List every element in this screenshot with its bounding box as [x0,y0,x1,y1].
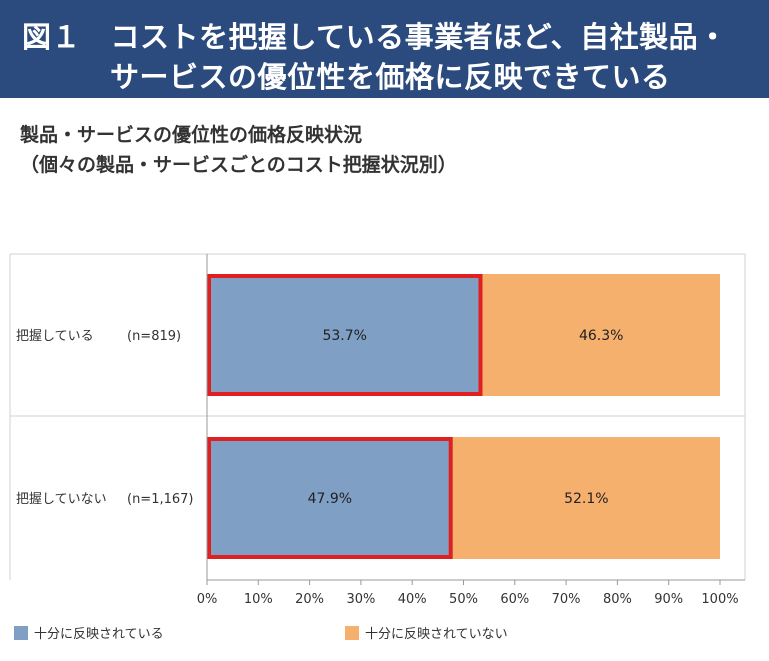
data-label-not-reflected-0: 46.3% [579,328,623,344]
x-tick-label-0: 0% [197,592,218,607]
data-label-reflected-0: 53.7% [322,328,366,344]
legend-item-not-reflected: 十分に反映されていない [345,623,508,642]
x-tick-label-10: 100% [701,592,738,607]
category-label-1: 把握していない [16,492,107,507]
bar-reflected-0 [207,274,483,396]
bar-reflected-1 [207,437,453,559]
highlight-box-1 [207,437,453,559]
x-tick-label-2: 20% [295,592,324,607]
sample-size-label-1: (n=1,167) [127,492,194,507]
figure-title-line2: サービスの優位性を価格に反映できている [110,60,671,94]
legend-swatch-not-reflected [345,625,359,640]
legend-label-reflected: 十分に反映されている [34,627,164,642]
x-tick-label-7: 70% [552,592,581,607]
x-tick-label-6: 60% [500,592,529,607]
x-tick-label-5: 50% [449,592,478,607]
x-tick-label-8: 80% [603,592,632,607]
highlight-box-0 [207,274,483,396]
bar-not-reflected-1 [452,437,720,559]
data-label-not-reflected-1: 52.1% [564,491,608,507]
stacked-bar-chart: 53.7% 46.3% 把握している (n=819) 47.9% 52.1% 把握していない… [9,253,746,607]
x-tick-label-4: 40% [398,592,427,607]
title-banner: 図１ コストを把握している事業者ほど、自社製品・ サービスの優位性を価格に反映で… [0,0,769,98]
sample-size-label-0: (n=819) [127,329,181,344]
figure-title-line1: 図１ コストを把握している事業者ほど、自社製品・ [22,20,728,54]
chart-subtitle-line1: 製品・サービスの優位性の価格反映状況 [20,124,363,146]
legend-label-not-reflected: 十分に反映されていない [365,627,508,642]
legend-item-reflected: 十分に反映されている [14,623,164,642]
x-tick-label-9: 90% [654,592,683,607]
x-tick-label-1: 10% [244,592,273,607]
bar-not-reflected-0 [482,274,720,396]
data-label-reflected-1: 47.9% [308,491,352,507]
category-label-0: 把握している [16,329,94,344]
chart-subtitle-line2: （個々の製品・サービスごとのコスト把握状況別） [20,154,457,176]
legend-swatch-reflected [14,625,28,640]
x-tick-label-3: 30% [346,592,375,607]
